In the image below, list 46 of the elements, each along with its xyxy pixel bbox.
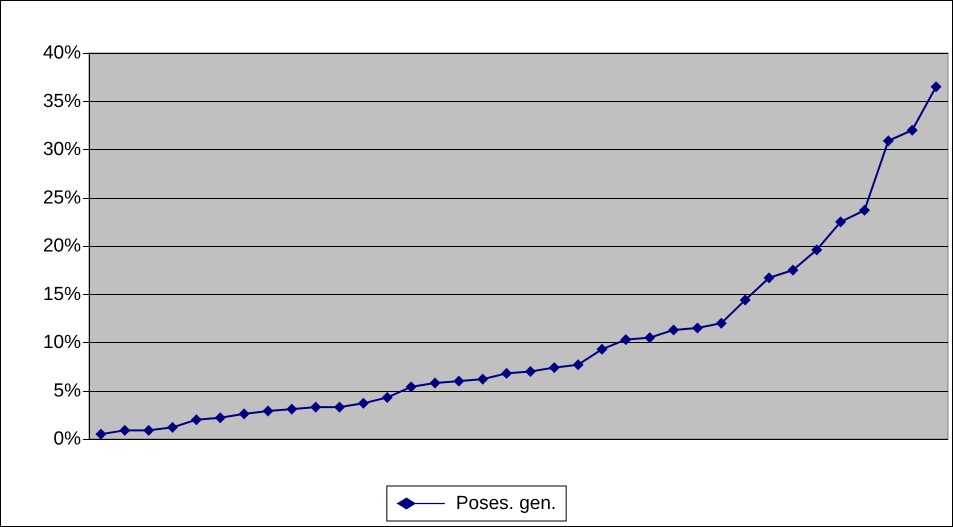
y-tick-label: 25%: [42, 187, 82, 208]
legend-label: Poses. gen.: [456, 493, 556, 514]
y-tick-label: 10%: [42, 332, 82, 353]
point: [406, 381, 417, 392]
point: [214, 412, 226, 424]
point: [143, 424, 154, 436]
point: [310, 402, 322, 413]
point: [238, 408, 250, 420]
point: [692, 322, 703, 334]
point: [382, 392, 393, 404]
point: [358, 398, 369, 409]
point: [477, 374, 488, 385]
y-tick-label: 15%: [42, 284, 82, 305]
point: [95, 428, 106, 440]
point: [835, 216, 846, 228]
point: [119, 424, 130, 436]
point: [668, 324, 680, 336]
point: [334, 402, 346, 413]
y-tick-label: 5%: [54, 380, 82, 402]
point: [787, 264, 798, 276]
point: [501, 368, 512, 379]
point: [930, 81, 942, 92]
y-tick-label: 35%: [42, 90, 82, 112]
point: [190, 414, 202, 426]
point: [286, 404, 298, 415]
point: [524, 366, 536, 377]
point: [548, 362, 560, 374]
point: [453, 376, 464, 387]
point: [716, 318, 727, 329]
point: [906, 124, 918, 136]
point: [262, 406, 274, 417]
point: [620, 334, 632, 346]
point: [858, 204, 870, 216]
point: [167, 422, 178, 433]
point: [740, 294, 751, 306]
point: [764, 272, 775, 284]
point: [644, 332, 656, 344]
point: [572, 359, 584, 370]
point: [596, 344, 608, 355]
y-tick-label: 20%: [42, 236, 82, 256]
y-tick-label: 30%: [42, 139, 82, 160]
point: [811, 244, 822, 256]
point: [429, 378, 440, 389]
y-tick-label: 40%: [42, 42, 82, 64]
y-tick-label: 0%: [54, 428, 82, 450]
point: [882, 135, 894, 146]
